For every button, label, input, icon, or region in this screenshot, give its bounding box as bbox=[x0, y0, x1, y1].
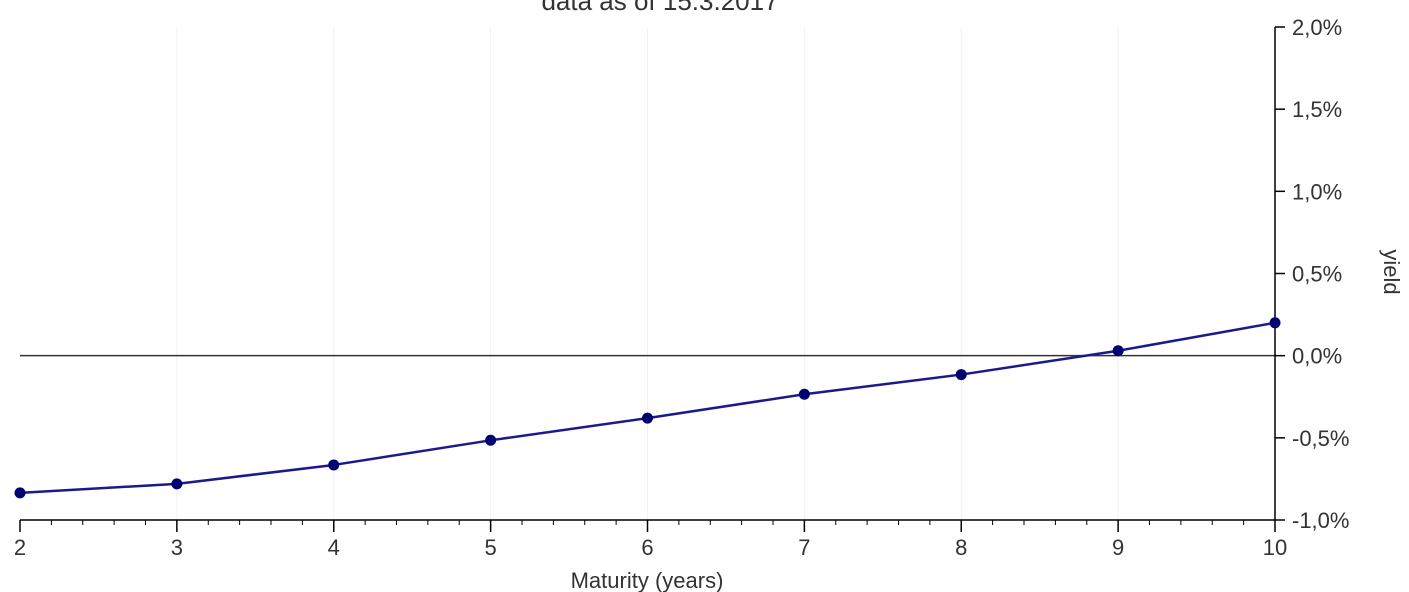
y-tick-label: 1,0% bbox=[1292, 179, 1342, 204]
x-tick-label: 7 bbox=[798, 535, 810, 560]
x-tick-label: 5 bbox=[485, 535, 497, 560]
grid-lines bbox=[176, 27, 1119, 520]
data-point bbox=[798, 388, 810, 400]
x-tick-label: 3 bbox=[171, 535, 183, 560]
x-axis: 2 3 4 5 6 7 8 9 10 bbox=[14, 519, 1287, 560]
x-tick-label: 8 bbox=[955, 535, 967, 560]
y-tick-label: 1,5% bbox=[1292, 97, 1342, 122]
data-point bbox=[328, 459, 340, 471]
y-axis-title: yield bbox=[1379, 249, 1404, 294]
y-axis: -1,0% -0,5% 0,0% 0,5% 1,0% 1,5% 2,0% bbox=[1274, 15, 1349, 533]
x-tick-label: 2 bbox=[14, 535, 26, 560]
x-tick-label: 4 bbox=[328, 535, 340, 560]
data-point bbox=[485, 434, 497, 446]
data-point bbox=[642, 412, 653, 424]
data-point bbox=[1112, 345, 1124, 357]
chart-title: data as of 15.3.2017 bbox=[541, 0, 778, 16]
y-tick-label: -1,0% bbox=[1292, 508, 1349, 533]
data-point bbox=[1269, 317, 1281, 329]
y-tick-label: 0,5% bbox=[1292, 262, 1342, 287]
series-group bbox=[14, 317, 1281, 499]
x-tick-label: 6 bbox=[641, 535, 653, 560]
data-point bbox=[14, 487, 26, 499]
y-tick-label: 2,0% bbox=[1292, 15, 1342, 40]
y-tick-label: -0,5% bbox=[1292, 426, 1349, 451]
x-tick-label: 9 bbox=[1112, 535, 1124, 560]
x-tick-label: 10 bbox=[1263, 535, 1287, 560]
y-tick-label: 0,0% bbox=[1292, 344, 1342, 369]
data-point bbox=[955, 369, 967, 381]
x-axis-title: Maturity (years) bbox=[571, 568, 724, 592]
data-point bbox=[171, 478, 183, 490]
